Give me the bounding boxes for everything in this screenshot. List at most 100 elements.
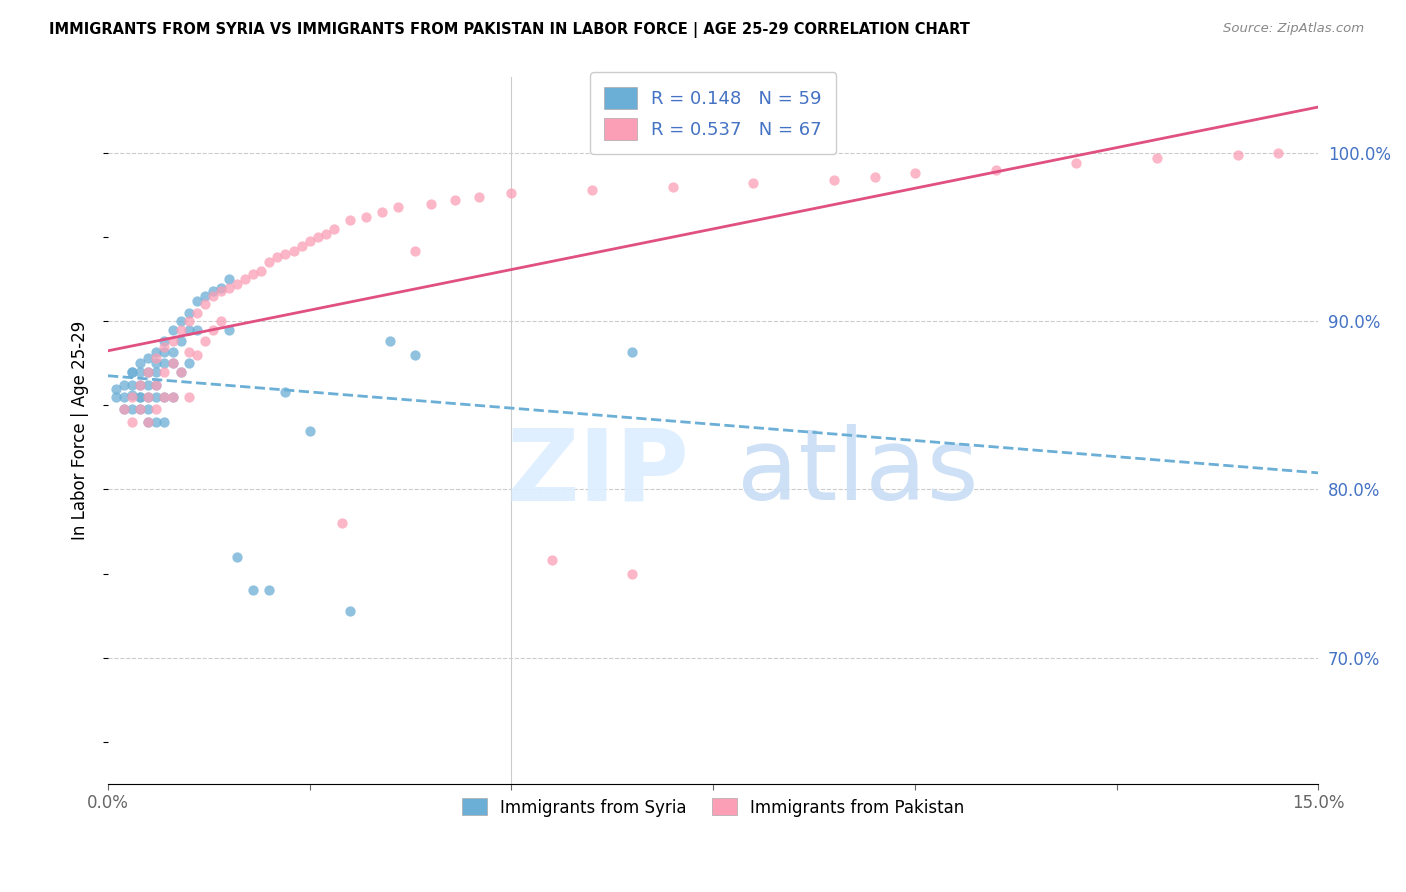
Point [354, 210, 377, 224]
Point [129, 365, 152, 379]
Text: IMMIGRANTS FROM SYRIA VS IMMIGRANTS FROM PAKISTAN IN LABOR FORCE | AGE 25-29 COR: IMMIGRANTS FROM SYRIA VS IMMIGRANTS FROM… [49, 22, 970, 38]
Point [226, 549, 249, 564]
Text: Source: ZipAtlas.com: Source: ZipAtlas.com [1223, 22, 1364, 36]
Point [153, 356, 176, 370]
Point [468, 190, 491, 204]
Point [259, 255, 281, 269]
Point [112, 401, 135, 416]
Point [186, 294, 208, 309]
Point [194, 334, 217, 349]
Point [136, 378, 159, 392]
Point [177, 306, 200, 320]
Point [404, 348, 426, 362]
Point [136, 390, 159, 404]
Point [194, 289, 217, 303]
Point [1226, 148, 1249, 162]
Point [145, 356, 167, 370]
Point [322, 221, 344, 235]
Point [129, 378, 152, 392]
Point [419, 196, 441, 211]
Point [330, 516, 353, 530]
Point [105, 390, 128, 404]
Point [112, 390, 135, 404]
Point [177, 344, 200, 359]
Point [105, 382, 128, 396]
Point [169, 314, 191, 328]
Point [259, 583, 281, 598]
Point [136, 415, 159, 429]
Point [121, 365, 143, 379]
Point [169, 334, 191, 349]
Point [136, 351, 159, 366]
Point [387, 200, 409, 214]
Point [153, 365, 176, 379]
Point [145, 401, 167, 416]
Point [444, 193, 467, 207]
Point [169, 365, 191, 379]
Point [501, 186, 523, 201]
Point [145, 344, 167, 359]
Point [112, 401, 135, 416]
Point [298, 424, 321, 438]
Point [621, 566, 644, 581]
Point [129, 401, 152, 416]
Point [823, 173, 845, 187]
Point [153, 415, 176, 429]
Point [1064, 156, 1087, 170]
Point [1267, 146, 1289, 161]
Point [863, 169, 886, 184]
Point [209, 314, 232, 328]
Text: ZIP: ZIP [506, 425, 689, 522]
Point [169, 365, 191, 379]
Point [145, 378, 167, 392]
Point [153, 344, 176, 359]
Point [145, 378, 167, 392]
Point [153, 390, 176, 404]
Point [177, 323, 200, 337]
Point [662, 179, 685, 194]
Point [153, 339, 176, 353]
Text: atlas: atlas [737, 425, 979, 522]
Y-axis label: In Labor Force | Age 25-29: In Labor Force | Age 25-29 [72, 321, 89, 541]
Point [136, 390, 159, 404]
Point [540, 553, 562, 567]
Point [162, 344, 184, 359]
Point [291, 238, 314, 252]
Point [186, 323, 208, 337]
Point [339, 603, 361, 617]
Point [218, 323, 240, 337]
Point [209, 284, 232, 298]
Point [581, 183, 603, 197]
Point [153, 334, 176, 349]
Point [194, 297, 217, 311]
Point [145, 390, 167, 404]
Point [201, 323, 224, 337]
Point [129, 378, 152, 392]
Point [136, 415, 159, 429]
Point [162, 323, 184, 337]
Point [177, 356, 200, 370]
Point [129, 390, 152, 404]
Point [307, 230, 329, 244]
Point [129, 390, 152, 404]
Point [177, 390, 200, 404]
Point [274, 247, 297, 261]
Point [250, 264, 273, 278]
Point [283, 244, 305, 258]
Point [298, 234, 321, 248]
Point [129, 356, 152, 370]
Point [742, 177, 765, 191]
Point [218, 280, 240, 294]
Point [162, 356, 184, 370]
Point [162, 356, 184, 370]
Point [371, 205, 394, 219]
Point [904, 166, 927, 180]
Point [186, 348, 208, 362]
Legend: Immigrants from Syria, Immigrants from Pakistan: Immigrants from Syria, Immigrants from P… [454, 790, 973, 825]
Point [984, 163, 1007, 178]
Point [129, 401, 152, 416]
Point [201, 284, 224, 298]
Point [121, 365, 143, 379]
Point [145, 351, 167, 366]
Point [315, 227, 337, 241]
